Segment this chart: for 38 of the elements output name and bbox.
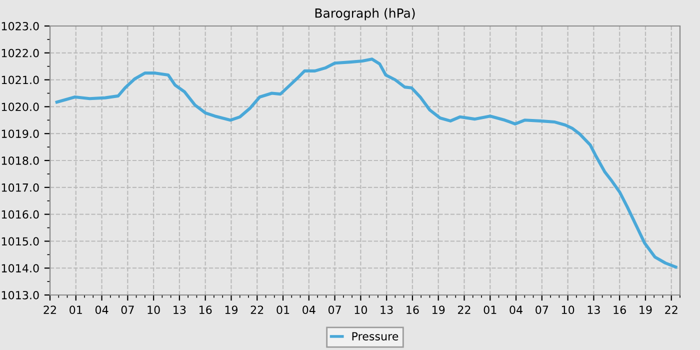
legend-label: Pressure xyxy=(352,332,398,340)
x-tick-label: 10 xyxy=(148,306,160,314)
y-tick-label: 1022.0 xyxy=(2,48,39,58)
x-tick-label: 07 xyxy=(536,306,548,314)
y-tick-label: 1018.0 xyxy=(2,156,39,165)
y-tick-label: 1016.0 xyxy=(2,210,39,219)
y-tick-label: 1021.0 xyxy=(2,76,39,84)
x-tick-label: 13 xyxy=(174,306,186,314)
y-tick-label: 1015.0 xyxy=(2,237,39,246)
x-tick-label: 04 xyxy=(510,306,522,314)
x-tick-label: 22 xyxy=(250,306,264,314)
x-tick-label: 22 xyxy=(44,306,56,314)
x-tick-label: 04 xyxy=(302,306,316,314)
x-tick-label: 19 xyxy=(225,306,238,314)
x-tick-label: 01 xyxy=(484,306,496,314)
x-tick-label: 19 xyxy=(432,306,445,314)
x-tick-label: 04 xyxy=(95,306,108,314)
x-tick-label: 01 xyxy=(276,306,290,314)
x-tick-label: 16 xyxy=(614,306,626,314)
x-tick-label: 16 xyxy=(199,306,212,314)
y-tick-label: 1013.0 xyxy=(2,290,39,300)
y-tick-label: 1017.0 xyxy=(2,183,39,192)
x-tick-label: 13 xyxy=(380,306,393,314)
y-tick-label: 1020.0 xyxy=(2,102,39,112)
x-tick-label: 19 xyxy=(640,306,652,314)
y-tick-label: 1014.0 xyxy=(2,264,39,272)
x-tick-label: 16 xyxy=(406,306,419,314)
x-tick-label: 01 xyxy=(70,306,82,314)
x-tick-label: 10 xyxy=(354,306,368,314)
y-tick-label: 1019.0 xyxy=(2,130,39,138)
x-tick-label: 22 xyxy=(458,306,470,314)
x-tick-label: 07 xyxy=(121,306,134,314)
x-tick-label: 13 xyxy=(588,306,600,314)
y-tick-label: 1023.0 xyxy=(2,22,39,30)
x-tick-label: 22 xyxy=(665,306,678,314)
x-tick-label: 07 xyxy=(328,306,341,314)
chart-title: Barograph (hPa) xyxy=(315,8,415,20)
x-tick-label: 10 xyxy=(562,306,574,314)
